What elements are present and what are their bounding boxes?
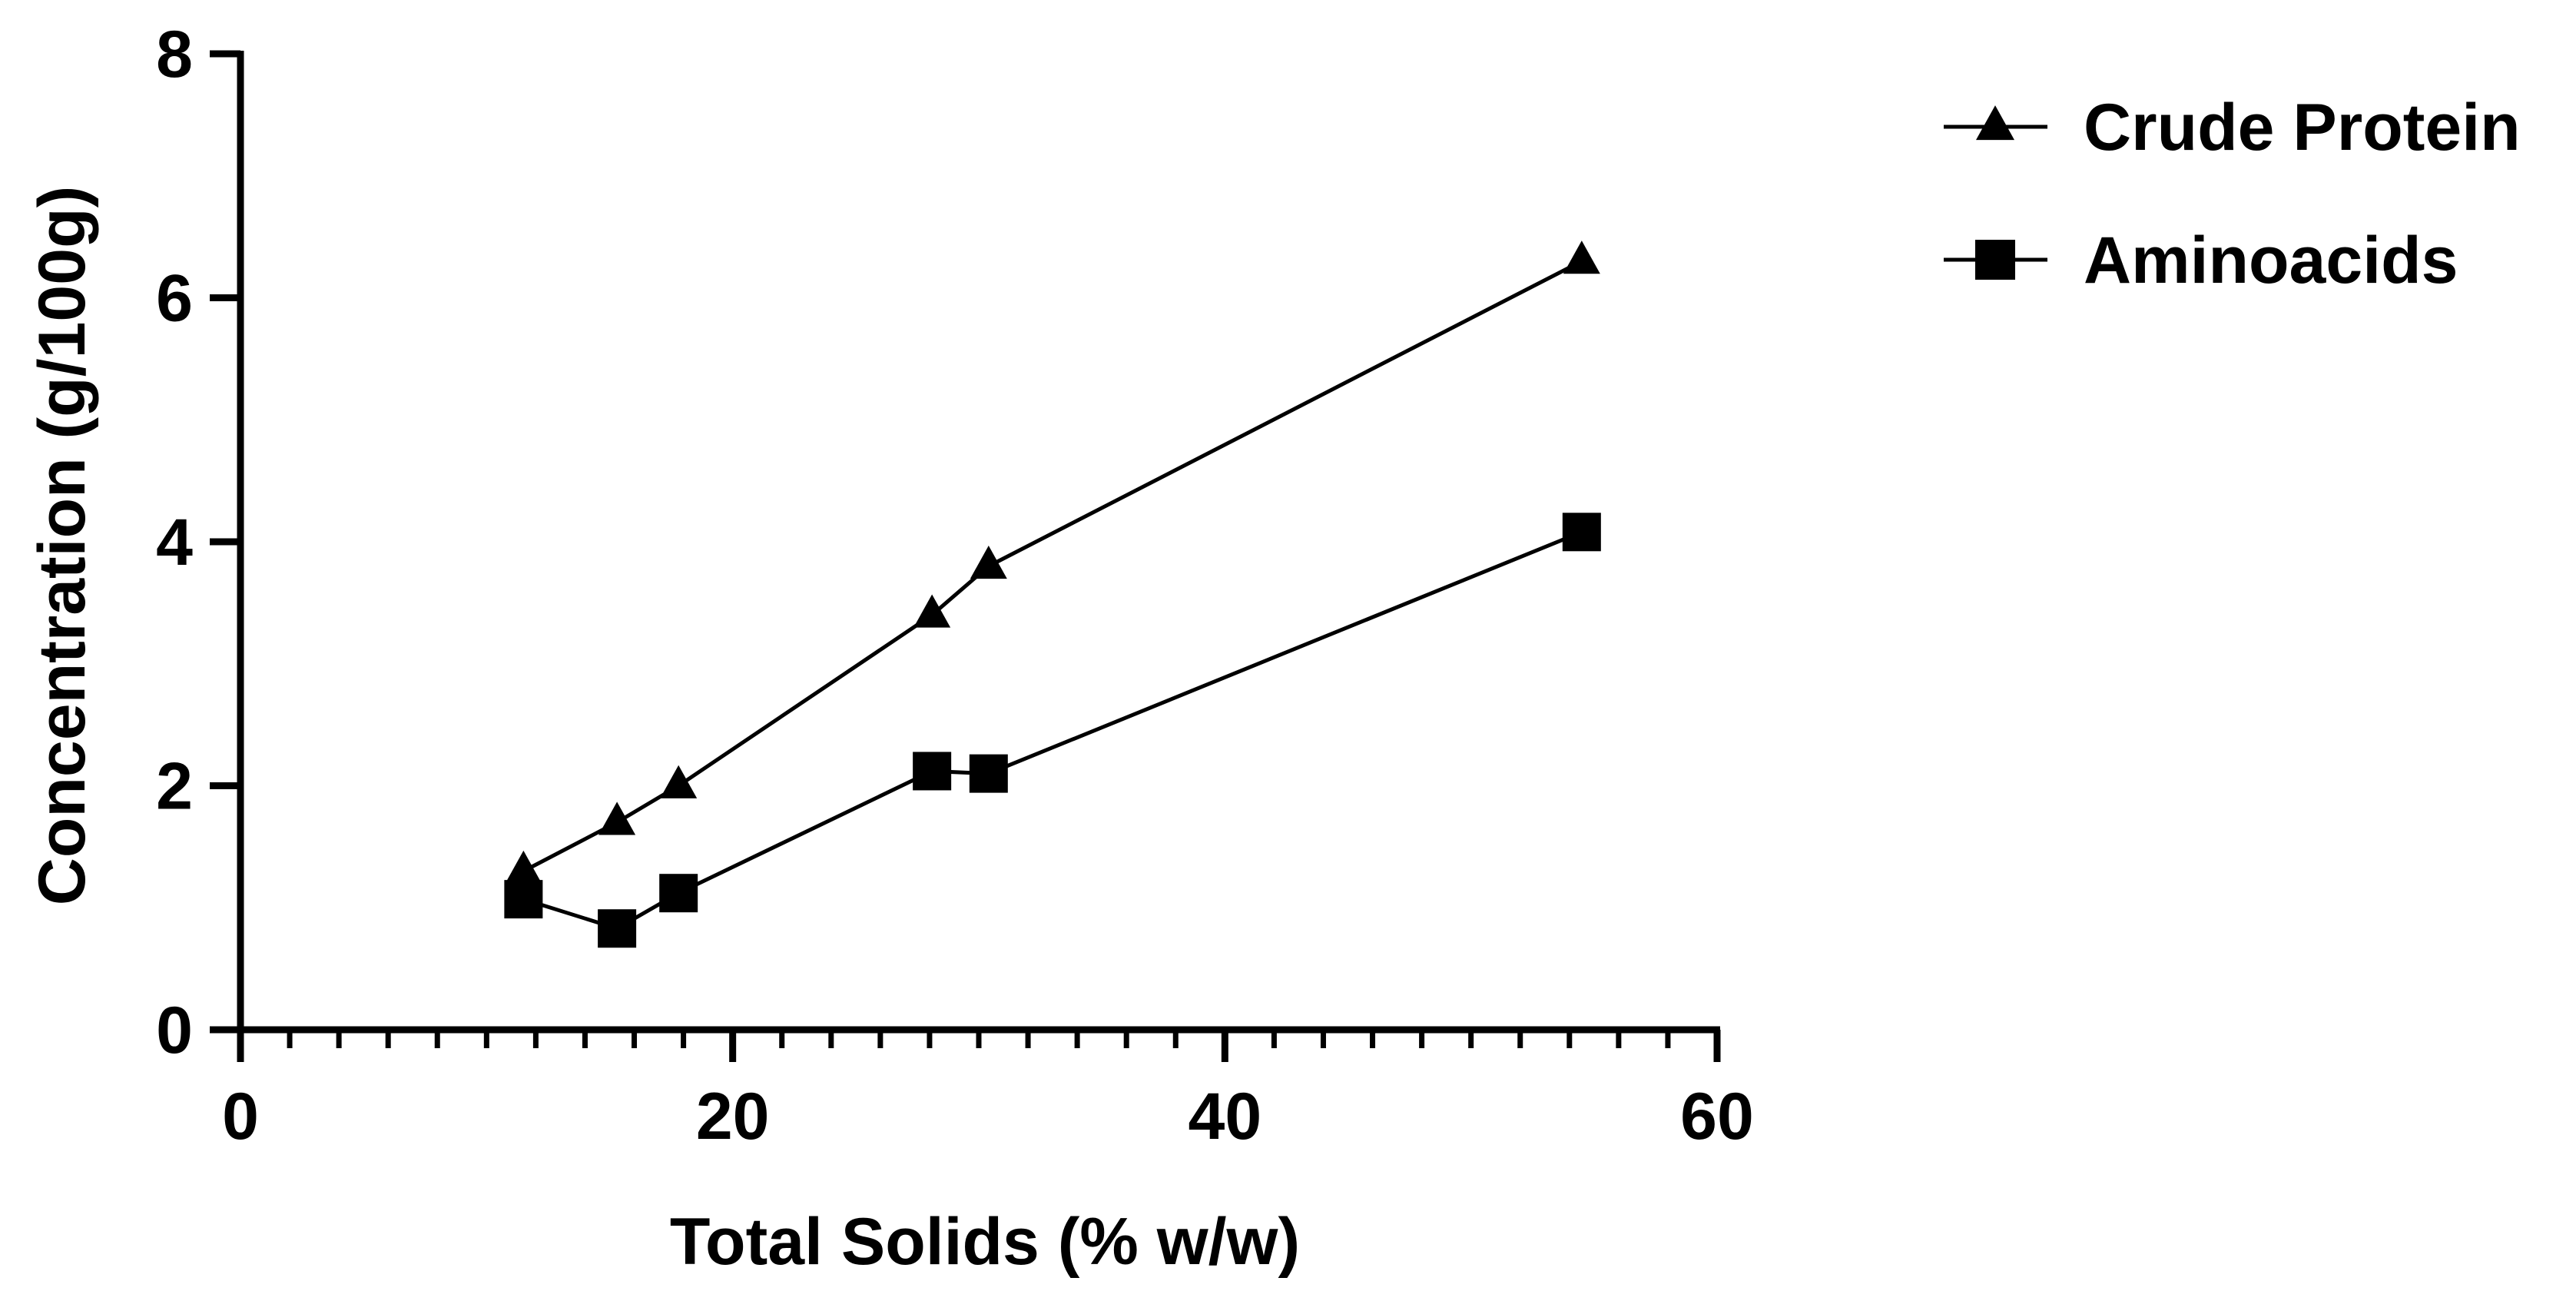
square-marker xyxy=(1562,513,1601,552)
y-axis-ticks: 0 2 4 6 8 xyxy=(156,18,240,1067)
y-tick-label: 4 xyxy=(156,506,193,579)
square-marker xyxy=(504,880,543,919)
square-marker xyxy=(659,874,698,913)
legend-item: Crude Protein xyxy=(1944,91,2521,164)
y-tick-label: 6 xyxy=(156,262,193,336)
plot-area xyxy=(504,241,1601,948)
y-tick-label: 8 xyxy=(156,18,193,91)
square-marker xyxy=(1975,240,2015,280)
x-tick-label: 40 xyxy=(1188,1080,1261,1153)
y-tick-label: 2 xyxy=(156,750,193,824)
triangle-marker xyxy=(913,594,951,628)
series-aminoacids xyxy=(504,513,1601,948)
y-axis-label: Concentration (g/100g) xyxy=(25,186,99,906)
square-marker xyxy=(969,754,1008,793)
square-marker xyxy=(598,909,637,948)
legend-item: Aminoacids xyxy=(1944,224,2458,297)
series-line xyxy=(522,529,1583,931)
triangle-marker xyxy=(1976,105,2014,141)
legend-label: Aminoacids xyxy=(2084,224,2458,297)
x-axis-ticks: 0 20 40 60 xyxy=(222,1030,1754,1153)
axes xyxy=(237,51,1720,1034)
series-crude-protein xyxy=(505,241,1600,885)
y-tick-label: 0 xyxy=(156,994,193,1067)
triangle-marker xyxy=(1563,241,1600,274)
x-tick-label: 0 xyxy=(222,1080,259,1153)
triangle-marker xyxy=(970,545,1007,579)
triangle-marker xyxy=(598,802,636,835)
triangle-marker xyxy=(660,765,698,798)
legend: Crude Protein Aminoacids xyxy=(1944,91,2521,297)
legend-label: Crude Protein xyxy=(2084,91,2521,164)
x-axis-label: Total Solids (% w/w) xyxy=(670,1205,1300,1279)
square-marker xyxy=(913,752,952,791)
triangle-marker xyxy=(505,850,542,885)
x-tick-label: 60 xyxy=(1680,1080,1754,1153)
x-tick-label: 20 xyxy=(696,1080,770,1153)
